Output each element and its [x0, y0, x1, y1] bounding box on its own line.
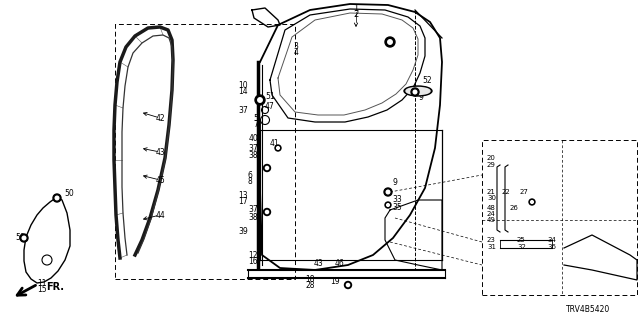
Circle shape	[344, 282, 351, 289]
Text: 11: 11	[37, 278, 47, 287]
Text: 47: 47	[265, 101, 275, 110]
Text: 24: 24	[487, 211, 496, 217]
Text: 46: 46	[335, 259, 345, 268]
Text: 39: 39	[238, 228, 248, 236]
Text: 27: 27	[520, 189, 529, 195]
Circle shape	[266, 166, 269, 170]
Text: 38: 38	[248, 150, 258, 159]
Circle shape	[346, 284, 349, 287]
Circle shape	[384, 188, 392, 196]
Bar	[482, 140, 637, 295]
Circle shape	[22, 236, 26, 240]
Text: 3: 3	[294, 42, 298, 51]
Text: 5: 5	[253, 114, 258, 123]
Text: 48: 48	[487, 205, 496, 211]
Text: 38: 38	[248, 213, 258, 222]
Text: 15: 15	[37, 285, 47, 294]
Text: 37: 37	[248, 143, 258, 153]
Text: 6: 6	[247, 171, 252, 180]
Text: 19: 19	[330, 277, 340, 286]
Text: 9: 9	[392, 178, 397, 187]
Text: 21: 21	[487, 189, 496, 195]
Text: 10: 10	[238, 81, 248, 90]
Text: 23: 23	[487, 237, 496, 243]
Text: 31: 31	[487, 244, 496, 250]
Circle shape	[411, 88, 419, 96]
Text: 32: 32	[517, 244, 526, 250]
Ellipse shape	[404, 86, 432, 96]
Text: 4: 4	[294, 47, 298, 57]
Text: 20: 20	[487, 155, 496, 161]
Ellipse shape	[406, 87, 430, 94]
Text: 17: 17	[238, 197, 248, 206]
Text: 49: 49	[487, 217, 496, 223]
Text: 12: 12	[248, 251, 258, 260]
Text: 45: 45	[156, 175, 165, 185]
Text: TRV4B5420: TRV4B5420	[566, 306, 610, 315]
Circle shape	[413, 90, 417, 94]
Text: 2: 2	[353, 10, 358, 19]
Text: 43: 43	[313, 259, 323, 268]
Text: 29: 29	[487, 162, 496, 168]
Text: 43: 43	[156, 148, 165, 156]
Text: 7: 7	[253, 119, 258, 129]
Text: 33: 33	[392, 196, 402, 204]
Text: 37: 37	[248, 205, 258, 214]
Text: 42: 42	[156, 114, 165, 123]
Text: 41: 41	[270, 139, 280, 148]
Text: 8: 8	[247, 177, 252, 186]
Text: 14: 14	[238, 86, 248, 95]
Text: 22: 22	[502, 189, 511, 195]
Circle shape	[266, 211, 269, 213]
Circle shape	[385, 37, 395, 47]
Circle shape	[386, 190, 390, 194]
Circle shape	[385, 202, 391, 208]
Text: 36: 36	[547, 244, 556, 250]
Circle shape	[276, 147, 279, 149]
Text: 13: 13	[238, 191, 248, 201]
Circle shape	[264, 164, 271, 172]
Text: 30: 30	[487, 195, 496, 201]
Text: 37: 37	[238, 106, 248, 115]
Text: FR.: FR.	[46, 282, 64, 292]
Text: 1: 1	[353, 4, 358, 12]
Text: 50: 50	[15, 234, 25, 243]
Circle shape	[275, 145, 281, 151]
Circle shape	[388, 40, 392, 44]
Circle shape	[255, 95, 265, 105]
Text: 52: 52	[422, 76, 431, 84]
Text: 9: 9	[418, 92, 423, 101]
Circle shape	[258, 98, 262, 102]
Circle shape	[53, 194, 61, 202]
Text: 44: 44	[156, 211, 165, 220]
Text: 16: 16	[248, 257, 258, 266]
Text: 26: 26	[510, 205, 519, 211]
Text: 35: 35	[392, 203, 402, 212]
Circle shape	[387, 204, 389, 206]
Circle shape	[529, 199, 535, 205]
Text: 28: 28	[305, 282, 315, 291]
Text: 18: 18	[305, 276, 315, 284]
Bar	[115, 24, 295, 279]
Circle shape	[20, 234, 28, 242]
Text: 34: 34	[547, 237, 556, 243]
Text: 50: 50	[64, 189, 74, 198]
Circle shape	[531, 201, 533, 203]
Circle shape	[264, 209, 271, 215]
Text: 25: 25	[517, 237, 525, 243]
Text: 40: 40	[248, 133, 258, 142]
Text: 51: 51	[265, 92, 275, 100]
Circle shape	[55, 196, 59, 200]
